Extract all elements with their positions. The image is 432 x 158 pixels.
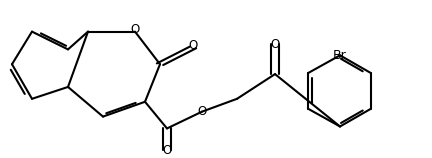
Text: Br: Br xyxy=(333,49,347,62)
Text: O: O xyxy=(130,23,140,36)
Text: O: O xyxy=(162,144,172,157)
Text: O: O xyxy=(188,39,197,52)
Text: O: O xyxy=(197,105,206,118)
Text: O: O xyxy=(270,38,280,51)
